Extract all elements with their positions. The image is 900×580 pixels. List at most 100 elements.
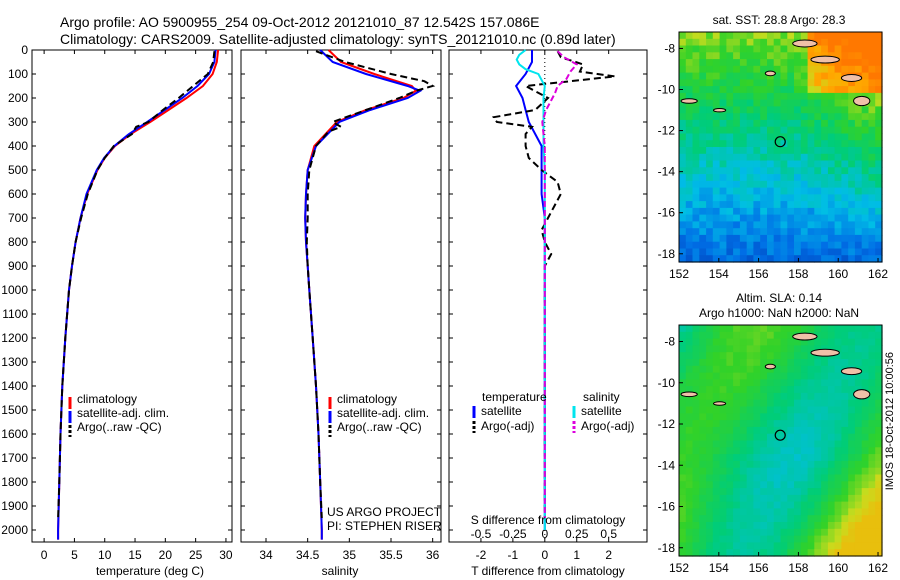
map-cell — [794, 392, 802, 401]
map-cell — [807, 535, 815, 543]
map-cell — [719, 119, 727, 128]
map-cell — [814, 508, 822, 516]
map-cell — [773, 214, 782, 222]
map-cell — [706, 406, 714, 414]
map-cell — [848, 379, 856, 387]
map-cell — [800, 174, 809, 182]
map-cell — [794, 542, 802, 550]
map-cell — [712, 467, 721, 476]
map-cell — [679, 221, 687, 229]
map-cell — [767, 160, 775, 168]
map-cell — [733, 372, 741, 380]
map-cell — [685, 180, 694, 189]
map-cell — [733, 201, 741, 209]
map-cell — [746, 352, 755, 360]
map-cell — [794, 488, 802, 496]
map-cell — [699, 248, 707, 256]
map-cell — [821, 325, 829, 333]
y-tick-label: 600 — [8, 187, 28, 201]
map-cell — [760, 255, 768, 263]
map-cell — [773, 248, 782, 256]
map-cell — [679, 201, 687, 209]
map-cell — [875, 345, 883, 353]
map-cell — [739, 79, 748, 87]
island-shape — [853, 389, 871, 400]
map-cell — [712, 420, 721, 428]
island-shape — [680, 391, 698, 398]
map-cell — [753, 365, 761, 374]
map-cell — [814, 86, 822, 94]
map-cell — [841, 86, 849, 94]
map-cell — [875, 194, 883, 202]
map-cell — [719, 386, 727, 394]
map-cell — [854, 454, 863, 462]
map-cell — [794, 133, 802, 141]
map-cell — [719, 86, 727, 94]
map-cell — [767, 92, 775, 101]
map-cell — [773, 508, 782, 516]
map-cell — [753, 86, 761, 94]
map-cell — [699, 345, 707, 353]
map-cell — [861, 379, 870, 387]
map-cell — [753, 481, 761, 489]
map-cell — [733, 99, 741, 107]
map-cell — [821, 542, 829, 550]
map-cell — [780, 180, 788, 189]
map-cell — [848, 535, 856, 543]
map-cell — [848, 92, 856, 101]
map-cell — [807, 467, 815, 476]
map-cell — [739, 440, 748, 448]
series-line-argo-raw-qc- — [305, 50, 436, 519]
map-cell — [767, 153, 775, 162]
map-cell — [780, 392, 788, 401]
map-cell — [787, 174, 795, 182]
map-cell — [692, 241, 700, 250]
lat-tick-label: -14 — [658, 458, 676, 472]
map-cell — [780, 86, 788, 94]
map-cell — [794, 325, 802, 333]
map-cell — [787, 140, 795, 148]
sla-map-panel: 152 154 156 158 160 162-8-10-12-14-16-18 — [658, 324, 888, 575]
map-cell — [787, 72, 795, 80]
map-cell — [739, 542, 748, 550]
map-cell — [706, 59, 714, 67]
map-cell — [706, 474, 714, 482]
map-cell — [821, 399, 829, 408]
map-cell — [719, 542, 727, 550]
map-cell — [685, 72, 694, 80]
map-cell — [848, 241, 856, 250]
map-cell — [726, 426, 734, 435]
map-cell — [868, 325, 876, 333]
map-cell — [861, 255, 870, 263]
x-tick-label: -1 — [508, 548, 519, 562]
map-cell — [692, 522, 700, 530]
map-cell — [733, 345, 741, 353]
map-cell — [679, 515, 687, 523]
map-cell — [827, 365, 836, 374]
map-cell — [746, 440, 755, 448]
map-cell — [773, 241, 782, 250]
map-cell — [692, 126, 700, 135]
island-shape — [764, 70, 776, 77]
map-cell — [746, 359, 755, 367]
map-cell — [834, 345, 842, 353]
map-cell — [733, 126, 741, 135]
map-cell — [746, 454, 755, 462]
map-cell — [760, 488, 768, 496]
map-cell — [875, 59, 883, 67]
map-cell — [767, 86, 775, 94]
map-cell — [767, 433, 775, 442]
map-cell — [685, 174, 694, 182]
map-cell — [821, 160, 829, 168]
map-cell — [679, 194, 687, 202]
difference-xlabel: T difference from climatology — [471, 564, 625, 578]
map-cell — [706, 413, 714, 421]
map-cell — [719, 549, 727, 557]
lat-tick-label: -10 — [658, 376, 676, 390]
map-cell — [773, 399, 782, 408]
map-cell — [794, 528, 802, 537]
map-cell — [787, 160, 795, 168]
map-cell — [834, 228, 842, 236]
map-cell — [827, 447, 836, 455]
map-cell — [685, 59, 694, 67]
